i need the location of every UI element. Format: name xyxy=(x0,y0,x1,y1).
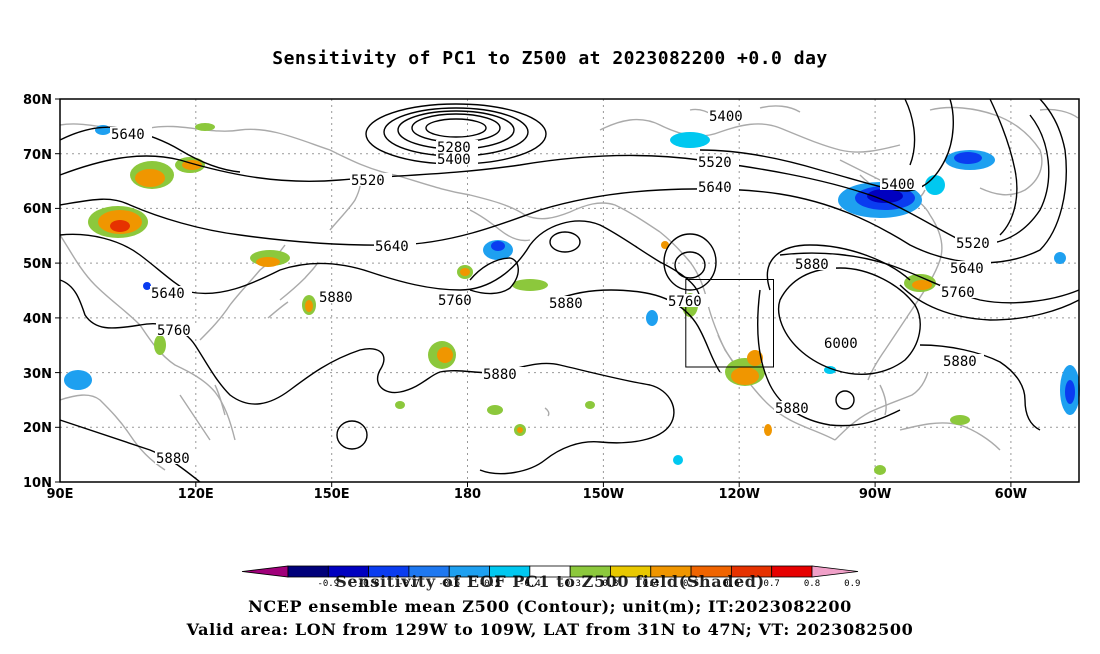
contour-label-5880: 5880 xyxy=(775,401,809,417)
lat-label: 60N xyxy=(23,202,52,217)
contour-label-5400: 5400 xyxy=(437,152,471,168)
footer-line-2: NCEP ensemble mean Z500 (Contour); unit(… xyxy=(248,597,852,616)
contour-label-6000: 6000 xyxy=(824,336,858,352)
colorbar: -0.9 -0.8 -0.7 -0.6 -0.5 -0.4 -0.3 0.3 0.4 0.5 0.6… xyxy=(241,565,860,589)
contour-label-5760: 5760 xyxy=(668,294,702,310)
gridlines xyxy=(60,99,1079,482)
lon-label: 180 xyxy=(454,487,481,502)
contour-label-5880: 5880 xyxy=(795,257,829,273)
contour-label-5400: 5400 xyxy=(709,109,743,125)
contour-label-5760: 5760 xyxy=(157,323,191,339)
contour-labels: 5280 5400 5400 5400 5520 5520 5520 5640 … xyxy=(110,109,997,467)
chart-title: Sensitivity of PC1 to Z500 at 2023082200… xyxy=(272,48,828,69)
colorbar-tick-label: 0.8 xyxy=(804,579,820,589)
lon-label: 150E xyxy=(314,487,350,502)
lon-ticks xyxy=(195,482,1012,487)
contour-label-5520: 5520 xyxy=(698,155,732,171)
lat-label: 40N xyxy=(23,312,52,327)
lat-label: 20N xyxy=(23,421,52,436)
footer-line-3: Valid area: LON from 129W to 109W, LAT f… xyxy=(186,620,914,639)
z500-contours xyxy=(59,98,1080,483)
footer-line-1: Sensitivity of EOF PC1 to Z500 field(Sha… xyxy=(335,572,765,591)
colorbar-tick-label: 0.3 xyxy=(602,579,618,589)
colorbar-tick-label: -0.9 xyxy=(317,579,339,589)
lat-label: 80N xyxy=(23,93,52,108)
contour-label-5760: 5760 xyxy=(438,293,472,309)
contour-label-5880: 5880 xyxy=(319,290,353,306)
contour-label-5880: 5880 xyxy=(943,354,977,370)
lon-axis: 90E 120E 150E 180 150W 120W 90W 60W xyxy=(47,487,1028,502)
colorbar-tick-label: 0.9 xyxy=(844,579,860,589)
contour-label-5640: 5640 xyxy=(698,180,732,196)
contour-label-5640: 5640 xyxy=(950,261,984,277)
lat-label: 10N xyxy=(23,476,52,491)
colorbar-tick-label: -0.5 xyxy=(479,579,501,589)
lon-label: 90E xyxy=(47,487,74,502)
contour-label-5880: 5880 xyxy=(483,367,517,383)
lon-label: 60W xyxy=(995,487,1027,502)
lat-axis: 80N 70N 60N 50N 40N 30N 20N 10N xyxy=(23,93,52,491)
contour-label-5400: 5400 xyxy=(881,177,915,193)
contour-label-5640: 5640 xyxy=(111,127,145,143)
colorbar-tick-label: -0.6 xyxy=(438,579,460,589)
contour-label-5520: 5520 xyxy=(956,236,990,252)
contour-label-5880: 5880 xyxy=(549,296,583,312)
contour-label-5760: 5760 xyxy=(941,285,975,301)
lon-label: 90W xyxy=(859,487,891,502)
colorbar-tick-label: 0.5 xyxy=(683,579,699,589)
lat-ticks xyxy=(55,98,60,483)
valid-area-box xyxy=(685,279,774,368)
lat-label: 50N xyxy=(23,257,52,272)
colorbar-tick-label: 0.6 xyxy=(723,579,739,589)
lat-label: 30N xyxy=(23,367,52,382)
colorbar-tick-label: 0.7 xyxy=(764,579,780,589)
lon-label: 150W xyxy=(583,487,624,502)
colorbar-tick-label: -0.3 xyxy=(559,579,581,589)
lat-label: 70N xyxy=(23,148,52,163)
contour-label-5640: 5640 xyxy=(375,239,409,255)
lon-label: 120E xyxy=(178,487,214,502)
contour-label-5640: 5640 xyxy=(151,286,185,302)
colorbar-right-arrow xyxy=(811,565,859,578)
lon-label: 120W xyxy=(718,487,759,502)
contour-label-5520: 5520 xyxy=(351,173,385,189)
colorbar-tick-label: -0.4 xyxy=(519,579,541,589)
colorbar-tick-label: -0.8 xyxy=(358,579,380,589)
colorbar-tick-label: 0.4 xyxy=(643,579,659,589)
contour-label-5880: 5880 xyxy=(156,451,190,467)
colorbar-tick-label: -0.7 xyxy=(398,579,420,589)
plot-border xyxy=(59,98,1080,483)
